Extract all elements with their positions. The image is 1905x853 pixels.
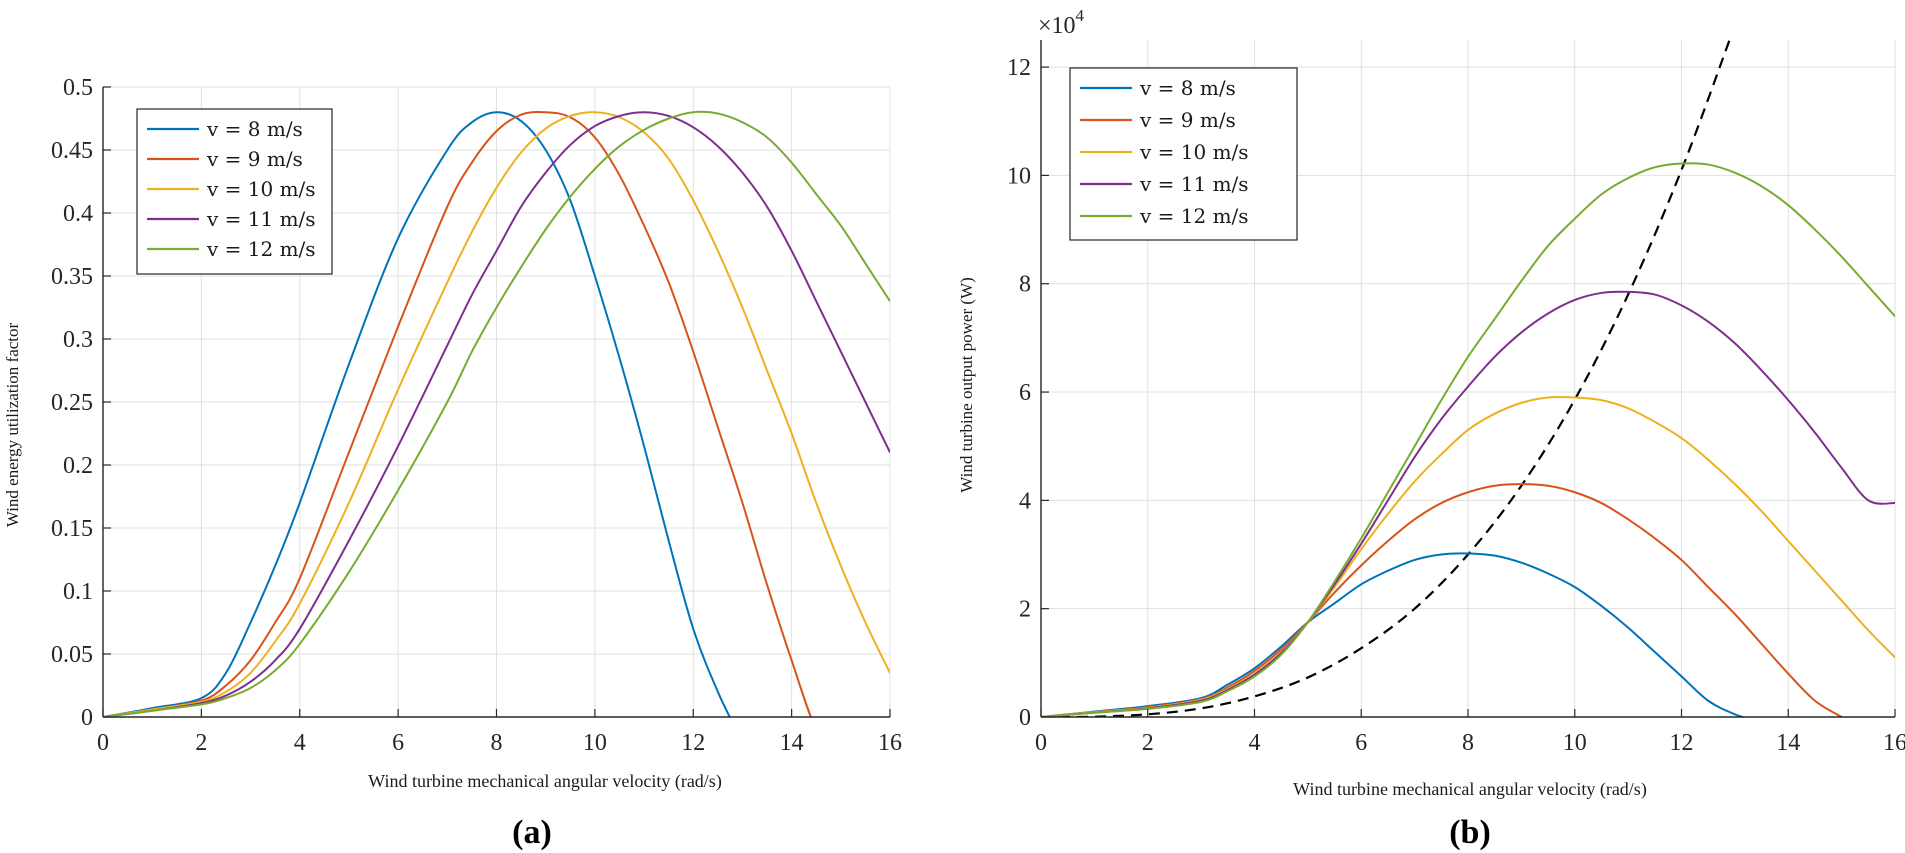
axes bbox=[102, 86, 891, 718]
y-scale-factor: ×104 bbox=[1038, 6, 1085, 39]
y-tick-label: 0.1 bbox=[63, 579, 93, 605]
x-tick-label: 6 bbox=[392, 730, 404, 756]
y-tick-label: 0.15 bbox=[51, 516, 93, 542]
x-tick-label: 16 bbox=[878, 730, 902, 756]
series-lines bbox=[1041, 40, 1895, 717]
series-line-v10 bbox=[103, 111, 890, 717]
panel-caption: (b) bbox=[1449, 814, 1491, 851]
x-tick-label: 12 bbox=[1670, 730, 1694, 756]
x-tick-label: 12 bbox=[681, 730, 705, 756]
x-tick-label: 16 bbox=[1883, 730, 1905, 756]
series-line-v8 bbox=[1041, 552, 1746, 717]
y-tick-label: 4 bbox=[1019, 488, 1031, 514]
y-tick-label: 0.3 bbox=[63, 327, 93, 353]
x-tick-label: 6 bbox=[1355, 730, 1367, 756]
legend-entry: v = 8 m/s bbox=[206, 117, 303, 141]
legend-entry: v = 10 m/s bbox=[1139, 140, 1249, 164]
y-scale-base: ×10 bbox=[1038, 13, 1076, 39]
y-tick-label: 6 bbox=[1019, 380, 1031, 406]
x-tick-label: 2 bbox=[1142, 730, 1154, 756]
legend-entry: v = 9 m/s bbox=[206, 147, 303, 171]
mpp-curve-line bbox=[1041, 40, 1731, 717]
y-tick-label: 0 bbox=[1019, 705, 1031, 731]
y-scale-exponent: 4 bbox=[1076, 6, 1085, 25]
gridlines bbox=[102, 86, 891, 718]
legend-entry: v = 10 m/s bbox=[206, 177, 316, 201]
x-tick-label: 8 bbox=[491, 730, 503, 756]
series-line-v12 bbox=[103, 110, 890, 717]
x-tick-label: 4 bbox=[294, 730, 306, 756]
y-tick-label: 0.05 bbox=[51, 642, 93, 668]
y-tick-label: 12 bbox=[1007, 55, 1031, 81]
series-line-v9 bbox=[103, 110, 812, 717]
y-axis-label: Wind turbine output power (W) bbox=[957, 277, 976, 493]
series-line-v11 bbox=[1041, 290, 1895, 717]
y-axis-label: Wind energy utilization factor bbox=[3, 322, 22, 527]
legend-entry: v = 11 m/s bbox=[206, 207, 316, 231]
y-tick-label: 0.4 bbox=[63, 201, 93, 227]
y-tick-label: 2 bbox=[1019, 597, 1031, 623]
legend: v = 8 m/s v = 9 m/s v = 10 m/s v = 11 m/s v … bbox=[1069, 67, 1298, 241]
x-tick-label: 0 bbox=[1035, 730, 1047, 756]
series-line-v8 bbox=[103, 111, 731, 717]
legend-entry: v = 12 m/s bbox=[1139, 204, 1249, 228]
chart-panel-a: 0 2 4 6 8 10 12 14 16 0 0.05 0.1 0.15 0.2 0.25 0.3 0.35 0… bbox=[3, 75, 902, 851]
legend-box bbox=[1069, 67, 1298, 241]
y-tick-label: 8 bbox=[1019, 272, 1031, 298]
series-line-v11 bbox=[103, 111, 890, 717]
x-axis-label: Wind turbine mechanical angular velocity… bbox=[1293, 779, 1647, 800]
y-tick-label: 0.5 bbox=[63, 75, 93, 101]
chart-panel-b: 0 2 4 6 8 10 12 14 16 0 2 4 6 8 10 12 v = 8 m/s v = 9 m/… bbox=[957, 6, 1905, 851]
y-tick-label: 0.35 bbox=[51, 264, 93, 290]
series-line-v9 bbox=[1041, 483, 1843, 717]
x-tick-label: 10 bbox=[1563, 730, 1587, 756]
tick-labels: 0 2 4 6 8 10 12 14 16 0 0.05 0.1 0.15 0.2 0.25 0.3 0.35 0… bbox=[51, 75, 902, 756]
series-lines bbox=[103, 110, 890, 717]
tick-labels: 0 2 4 6 8 10 12 14 16 0 2 4 6 8 10 12 bbox=[1007, 55, 1905, 756]
axes bbox=[1040, 40, 1896, 718]
x-tick-label: 10 bbox=[583, 730, 607, 756]
legend-entry: v = 9 m/s bbox=[1139, 108, 1236, 132]
x-tick-label: 8 bbox=[1462, 730, 1474, 756]
legend-entry: v = 11 m/s bbox=[1139, 172, 1249, 196]
y-tick-label: 0.2 bbox=[63, 453, 93, 479]
x-tick-label: 14 bbox=[1776, 730, 1800, 756]
series-line-v12 bbox=[1041, 162, 1895, 717]
y-tick-label: 0 bbox=[81, 705, 93, 731]
x-tick-label: 0 bbox=[97, 730, 109, 756]
y-tick-label: 10 bbox=[1007, 163, 1031, 189]
panel-caption: (a) bbox=[512, 814, 552, 851]
y-tick-label: 0.45 bbox=[51, 138, 93, 164]
x-tick-label: 14 bbox=[780, 730, 804, 756]
legend-entry: v = 8 m/s bbox=[1139, 76, 1236, 100]
legend-box bbox=[136, 108, 333, 275]
x-axis-label: Wind turbine mechanical angular velocity… bbox=[368, 771, 722, 792]
legend-entry: v = 12 m/s bbox=[206, 237, 316, 261]
x-tick-label: 4 bbox=[1249, 730, 1261, 756]
y-tick-label: 0.25 bbox=[51, 390, 93, 416]
legend: v = 8 m/s v = 9 m/s v = 10 m/s v = 11 m/s v … bbox=[136, 108, 333, 275]
x-tick-label: 2 bbox=[195, 730, 207, 756]
